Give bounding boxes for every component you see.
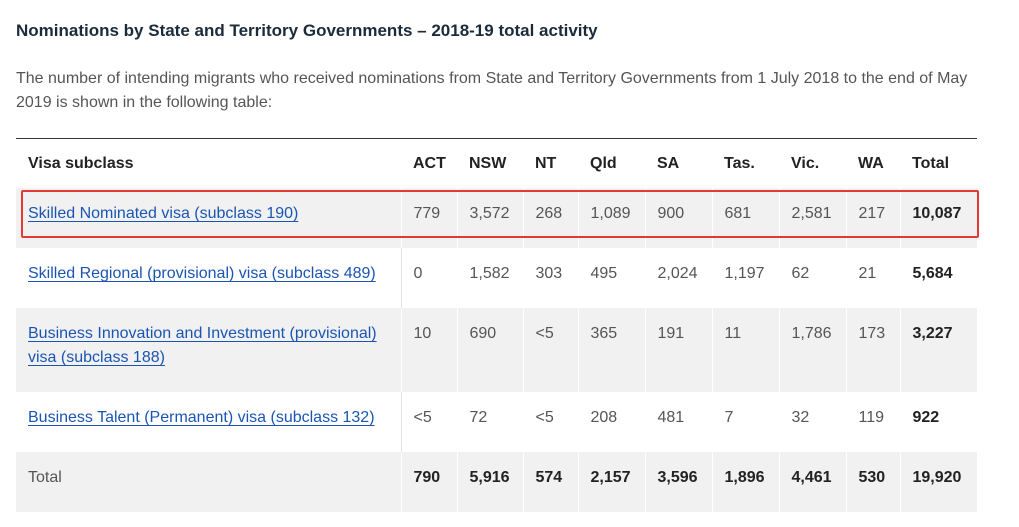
table-total-row: Total 790 5,916 574 2,157 3,596 1,896 4,… bbox=[16, 452, 977, 512]
total-sa: 3,596 bbox=[644, 452, 712, 512]
cell-tas: 11 bbox=[711, 308, 779, 392]
cell-total: 5,684 bbox=[899, 248, 977, 308]
header-sa: SA bbox=[657, 154, 680, 172]
header-act: ACT bbox=[413, 154, 446, 172]
total-wa: 530 bbox=[845, 452, 900, 512]
nominations-table-wrapper: Visa subclass ACT NSW NT Qld SA Tas. Vic… bbox=[16, 138, 977, 512]
cell-act: 0 bbox=[400, 248, 457, 308]
cell-nt: <5 bbox=[522, 308, 578, 392]
cell-sa: 191 bbox=[644, 308, 712, 392]
visa-link-489[interactable]: Skilled Regional (provisional) visa (sub… bbox=[28, 265, 376, 282]
section-title: Nominations by State and Territory Gover… bbox=[16, 21, 598, 40]
cell-vic: 62 bbox=[778, 248, 846, 308]
cell-nt: <5 bbox=[522, 392, 578, 452]
cell-qld: 208 bbox=[577, 392, 645, 452]
total-vic: 4,461 bbox=[778, 452, 846, 512]
total-grand: 19,920 bbox=[899, 452, 977, 512]
visa-cell: Business Innovation and Investment (prov… bbox=[16, 308, 402, 392]
cell-wa: 119 bbox=[845, 392, 900, 452]
table-row: Skilled Regional (provisional) visa (sub… bbox=[16, 248, 977, 308]
visa-cell: Business Talent (Permanent) visa (subcla… bbox=[16, 392, 402, 452]
cell-act: 10 bbox=[400, 308, 457, 392]
cell-nsw: 72 bbox=[456, 392, 523, 452]
header-nsw: NSW bbox=[469, 154, 507, 172]
cell-nsw: 3,572 bbox=[456, 188, 523, 248]
cell-sa: 900 bbox=[644, 188, 712, 248]
cell-vic: 32 bbox=[778, 392, 846, 452]
total-tas: 1,896 bbox=[711, 452, 779, 512]
cell-nsw: 690 bbox=[456, 308, 523, 392]
cell-nsw: 1,582 bbox=[456, 248, 523, 308]
table-header-row: Visa subclass ACT NSW NT Qld SA Tas. Vic… bbox=[16, 139, 977, 188]
cell-total: 10,087 bbox=[899, 188, 977, 248]
header-visa-subclass: Visa subclass bbox=[28, 154, 134, 172]
visa-cell: Skilled Regional (provisional) visa (sub… bbox=[16, 248, 402, 308]
cell-sa: 481 bbox=[644, 392, 712, 452]
table-row: Business Talent (Permanent) visa (subcla… bbox=[16, 392, 977, 452]
cell-sa: 2,024 bbox=[644, 248, 712, 308]
total-qld: 2,157 bbox=[577, 452, 645, 512]
cell-wa: 173 bbox=[845, 308, 900, 392]
cell-tas: 681 bbox=[711, 188, 779, 248]
header-nt: NT bbox=[535, 154, 557, 172]
header-vic: Vic. bbox=[791, 154, 820, 172]
header-total: Total bbox=[912, 154, 950, 172]
header-tas: Tas. bbox=[724, 154, 755, 172]
cell-wa: 21 bbox=[845, 248, 900, 308]
total-nt: 574 bbox=[522, 452, 578, 512]
cell-qld: 1,089 bbox=[577, 188, 645, 248]
cell-qld: 365 bbox=[577, 308, 645, 392]
visa-link-190[interactable]: Skilled Nominated visa (subclass 190) bbox=[28, 205, 299, 222]
cell-qld: 495 bbox=[577, 248, 645, 308]
visa-link-188[interactable]: Business Innovation and Investment (prov… bbox=[28, 325, 377, 366]
cell-act: <5 bbox=[400, 392, 457, 452]
cell-vic: 1,786 bbox=[778, 308, 846, 392]
cell-nt: 268 bbox=[522, 188, 578, 248]
cell-act: 779 bbox=[400, 188, 457, 248]
visa-link-132[interactable]: Business Talent (Permanent) visa (subcla… bbox=[28, 409, 375, 426]
cell-tas: 1,197 bbox=[711, 248, 779, 308]
total-act: 790 bbox=[400, 452, 457, 512]
cell-total: 922 bbox=[899, 392, 977, 452]
table-row: Business Innovation and Investment (prov… bbox=[16, 308, 977, 392]
cell-vic: 2,581 bbox=[778, 188, 846, 248]
nominations-table: Visa subclass ACT NSW NT Qld SA Tas. Vic… bbox=[16, 139, 977, 512]
header-qld: Qld bbox=[590, 154, 617, 172]
visa-cell: Skilled Nominated visa (subclass 190) bbox=[16, 188, 402, 248]
table-row: Skilled Nominated visa (subclass 190) 77… bbox=[16, 188, 977, 248]
total-label: Total bbox=[16, 452, 401, 512]
cell-total: 3,227 bbox=[899, 308, 977, 392]
cell-wa: 217 bbox=[845, 188, 900, 248]
cell-tas: 7 bbox=[711, 392, 779, 452]
cell-nt: 303 bbox=[522, 248, 578, 308]
intro-text: The number of intending migrants who rec… bbox=[16, 70, 968, 111]
total-nsw: 5,916 bbox=[456, 452, 523, 512]
header-wa: WA bbox=[858, 154, 884, 172]
